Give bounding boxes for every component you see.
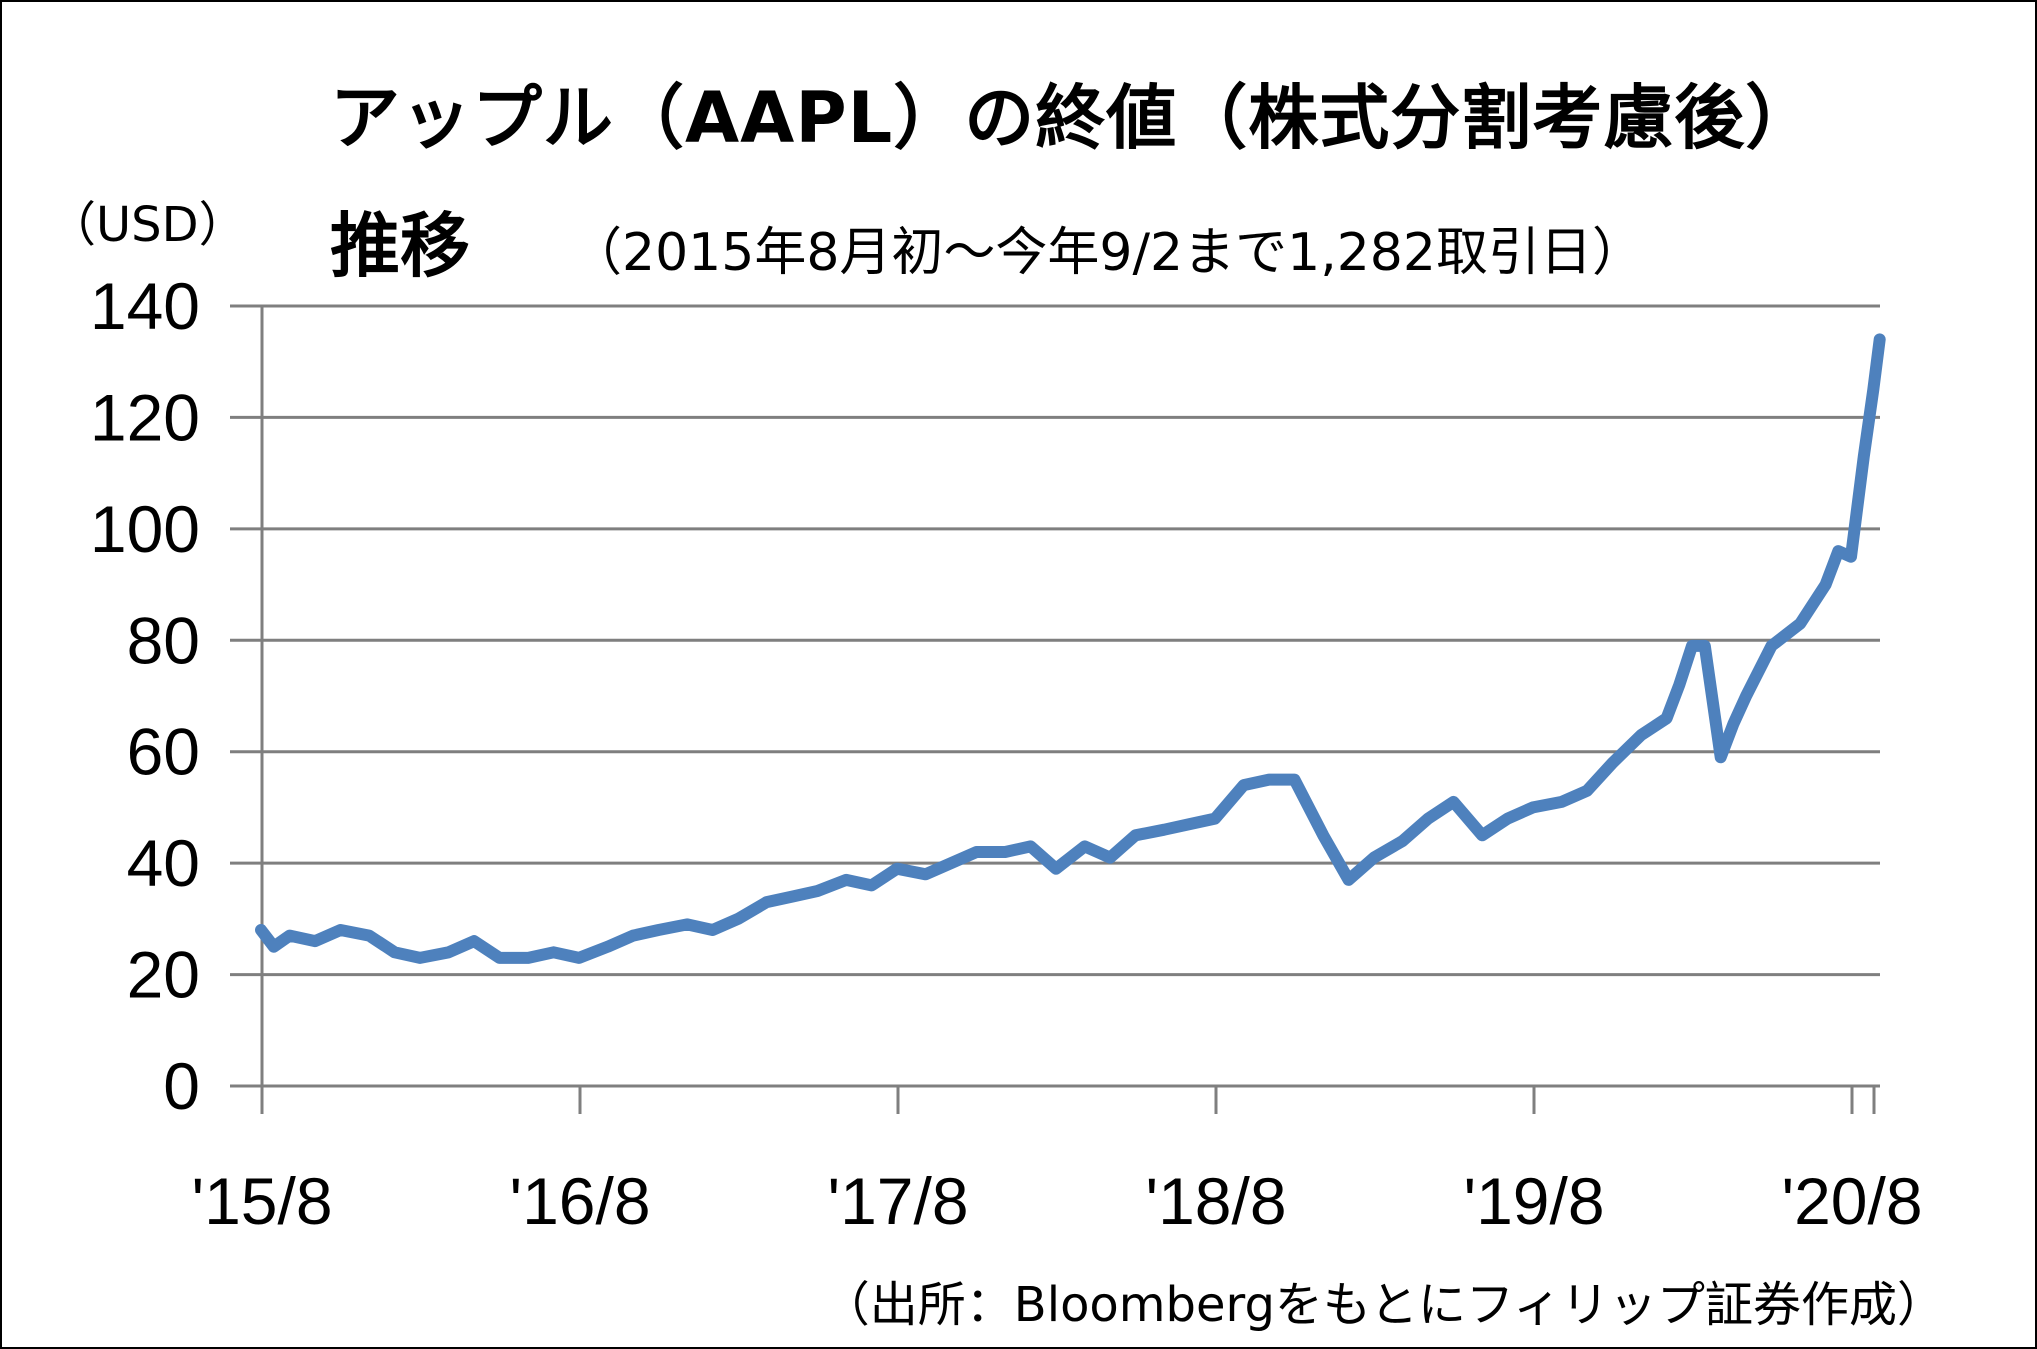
chart-subtitle: （2015年8月初～今年9/2まで1,282取引日） — [570, 223, 1644, 283]
x-tick-labels: '15/8 '16/8 '17/8 '18/8 '19/8 '20/8 — [191, 1164, 1922, 1238]
x-tick-label-5: '20/8 — [1781, 1164, 1922, 1238]
y-tick-label-20: 20 — [127, 938, 200, 1012]
gridlines — [230, 304, 1880, 977]
source-note: （出所：Bloombergをもとにフィリップ証券作成） — [821, 1277, 1945, 1333]
y-tick-label-80: 80 — [127, 603, 200, 677]
axes — [230, 306, 1880, 1114]
x-tick-label-3: '18/8 — [1145, 1164, 1286, 1238]
chart-title: アップル（AAPL）の終値（株式分割考慮後） — [330, 77, 1817, 159]
x-tick-label-0: '15/8 — [191, 1164, 332, 1238]
chart-title-line2: 推移 — [330, 205, 470, 287]
y-tick-label-100: 100 — [90, 492, 200, 566]
x-tick-label-4: '19/8 — [1463, 1164, 1604, 1238]
y-axis-unit: （USD） — [48, 197, 247, 253]
x-tick-label-2: '17/8 — [827, 1164, 968, 1238]
y-tick-label-140: 140 — [90, 269, 200, 343]
series-layer — [255, 333, 1886, 964]
x-tick-label-1: '16/8 — [509, 1164, 650, 1238]
y-tick-label-120: 120 — [90, 380, 200, 454]
y-tick-label-0: 0 — [163, 1049, 200, 1123]
series-line-0 — [255, 333, 1886, 964]
y-tick-label-60: 60 — [127, 715, 200, 789]
y-tick-labels: 0 20 40 60 80 100 120 140 — [90, 269, 200, 1123]
y-tick-label-40: 40 — [127, 826, 200, 900]
